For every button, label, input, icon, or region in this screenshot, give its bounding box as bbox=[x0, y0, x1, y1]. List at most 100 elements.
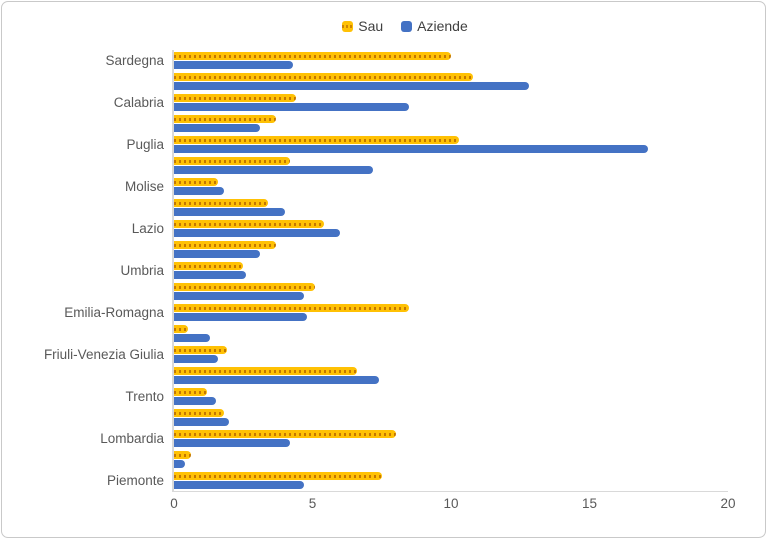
chart-row bbox=[5, 71, 728, 92]
bar-aziende bbox=[174, 166, 374, 174]
bar-aziende bbox=[174, 103, 410, 111]
chart-row: Umbria bbox=[5, 260, 728, 281]
bar-group bbox=[172, 449, 728, 470]
bar-aziende bbox=[174, 208, 285, 216]
chart-row bbox=[5, 407, 728, 428]
chart-row bbox=[5, 197, 728, 218]
bar-aziende bbox=[174, 124, 260, 132]
chart-row: Emilia-Romagna bbox=[5, 302, 728, 323]
bar-aziende bbox=[174, 82, 529, 90]
bar-sau bbox=[174, 220, 324, 228]
chart-legend: Sau Aziende bbox=[45, 16, 765, 36]
bar-aziende bbox=[174, 460, 186, 468]
bar-group bbox=[172, 197, 728, 218]
bar-aziende bbox=[174, 145, 648, 153]
bar-group bbox=[172, 218, 728, 239]
bar-aziende bbox=[174, 229, 341, 237]
legend-label-aziende: Aziende bbox=[417, 18, 468, 34]
bar-sau bbox=[174, 262, 244, 270]
bar-rows: Sardegna Calabria Puglia Molise Lazio Umbria E… bbox=[5, 50, 728, 491]
chart-row bbox=[5, 365, 728, 386]
category-label: Friuli-Venezia Giulia bbox=[43, 347, 164, 362]
chart-row bbox=[5, 239, 728, 260]
bar-sau bbox=[174, 73, 474, 81]
bar-aziende bbox=[174, 313, 307, 321]
bar-aziende bbox=[174, 418, 230, 426]
chart-row: Piemonte bbox=[5, 470, 728, 491]
x-axis-line bbox=[172, 491, 728, 492]
bar-aziende bbox=[174, 271, 247, 279]
bar-group bbox=[172, 113, 728, 134]
chart-row: Trento bbox=[5, 386, 728, 407]
bar-group bbox=[172, 50, 728, 71]
bar-group bbox=[172, 134, 728, 155]
legend-item-aziende: Aziende bbox=[401, 18, 468, 34]
bar-sau bbox=[174, 157, 291, 165]
x-tick-label: 20 bbox=[720, 496, 736, 511]
x-tick-label: 10 bbox=[443, 496, 459, 511]
bar-sau bbox=[174, 94, 296, 102]
category-label: Molise bbox=[124, 179, 164, 194]
bar-aziende bbox=[174, 355, 219, 363]
x-tick-label: 0 bbox=[170, 496, 178, 511]
bar-aziende bbox=[174, 397, 216, 405]
bar-sau bbox=[174, 346, 227, 354]
bar-aziende bbox=[174, 481, 305, 489]
bar-sau bbox=[174, 472, 382, 480]
bar-group bbox=[172, 71, 728, 92]
chart-row: Lombardia bbox=[5, 428, 728, 449]
x-axis-ticks: 0 5 10 15 20 bbox=[170, 492, 735, 514]
bar-sau bbox=[174, 199, 269, 207]
bar-aziende bbox=[174, 250, 260, 258]
chart-row bbox=[5, 155, 728, 176]
bar-aziende bbox=[174, 376, 379, 384]
bar-sau bbox=[174, 451, 191, 459]
bar-sau bbox=[174, 241, 277, 249]
bar-aziende bbox=[174, 187, 224, 195]
x-tick-label: 5 bbox=[308, 496, 317, 511]
category-label: Lazio bbox=[131, 221, 164, 236]
category-label: Sardegna bbox=[105, 53, 164, 68]
chart-row bbox=[5, 449, 728, 470]
bar-group bbox=[172, 302, 728, 323]
bar-group bbox=[172, 281, 728, 302]
bar-group bbox=[172, 407, 728, 428]
chart-row bbox=[5, 323, 728, 344]
bar-aziende bbox=[174, 439, 291, 447]
chart-row bbox=[5, 113, 728, 134]
bar-sau bbox=[174, 367, 357, 375]
x-tick-label: 15 bbox=[581, 496, 598, 511]
bar-group bbox=[172, 260, 728, 281]
plot-area: Sardegna Calabria Puglia Molise Lazio Umbria E… bbox=[5, 50, 765, 514]
chart-row: Sardegna bbox=[5, 50, 728, 71]
bar-group bbox=[172, 470, 728, 491]
chart-row: Calabria bbox=[5, 92, 728, 113]
bar-aziende bbox=[174, 334, 210, 342]
bar-sau bbox=[174, 430, 396, 438]
bar-sau bbox=[174, 304, 410, 312]
chart-row bbox=[5, 281, 728, 302]
bar-group bbox=[172, 365, 728, 386]
bar-group bbox=[172, 176, 728, 197]
bar-sau bbox=[174, 325, 188, 333]
category-label: Piemonte bbox=[106, 473, 164, 488]
bar-sau bbox=[174, 136, 460, 144]
category-label: Trento bbox=[125, 389, 164, 404]
bar-group bbox=[172, 239, 728, 260]
chart-row: Friuli-Venezia Giulia bbox=[5, 344, 728, 365]
category-label: Umbria bbox=[120, 263, 164, 278]
chart-row: Lazio bbox=[5, 218, 728, 239]
bar-aziende bbox=[174, 61, 294, 69]
bar-group bbox=[172, 428, 728, 449]
bar-group bbox=[172, 323, 728, 344]
chart-row: Molise bbox=[5, 176, 728, 197]
bar-sau bbox=[174, 178, 219, 186]
category-label: Puglia bbox=[126, 137, 164, 152]
bar-sau bbox=[174, 388, 208, 396]
bar-sau bbox=[174, 409, 224, 417]
legend-swatch-aziende-icon bbox=[401, 20, 413, 32]
chart-row: Puglia bbox=[5, 134, 728, 155]
legend-label-sau: Sau bbox=[358, 18, 384, 34]
category-label: Lombardia bbox=[100, 431, 164, 446]
